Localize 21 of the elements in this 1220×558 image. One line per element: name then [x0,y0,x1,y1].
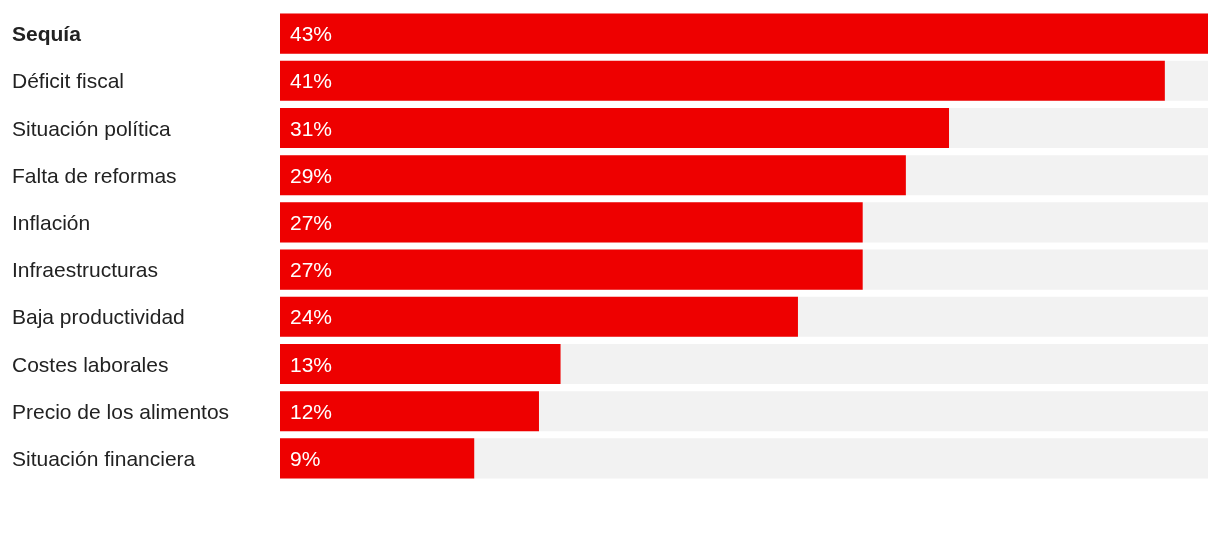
data-label: 29% [290,163,333,187]
data-label: 12% [290,399,333,423]
data-label: 9% [290,446,321,470]
data-label: 27% [290,210,333,234]
y-tick-label: Situación política [12,116,172,140]
data-label: 24% [290,305,333,329]
y-tick-label: Baja productividad [12,305,185,329]
y-tick-label: Déficit fiscal [12,69,125,93]
data-label: 13% [290,352,333,376]
y-tick-label: Falta de reformas [12,163,177,187]
y-tick-label: Inflación [12,210,91,234]
data-label: 31% [290,116,333,140]
data-label: 41% [290,69,333,93]
y-tick-label: Situación financiera [12,446,196,470]
y-tick-label: Precio de los alimentos [12,399,230,423]
data-label: 27% [290,258,333,282]
y-tick-label: Infraestructuras [12,258,158,282]
y-tick-label: Sequía [12,22,82,46]
data-label: 43% [290,22,333,46]
bar [280,438,475,479]
y-tick-label: Costes laborales [12,352,169,376]
